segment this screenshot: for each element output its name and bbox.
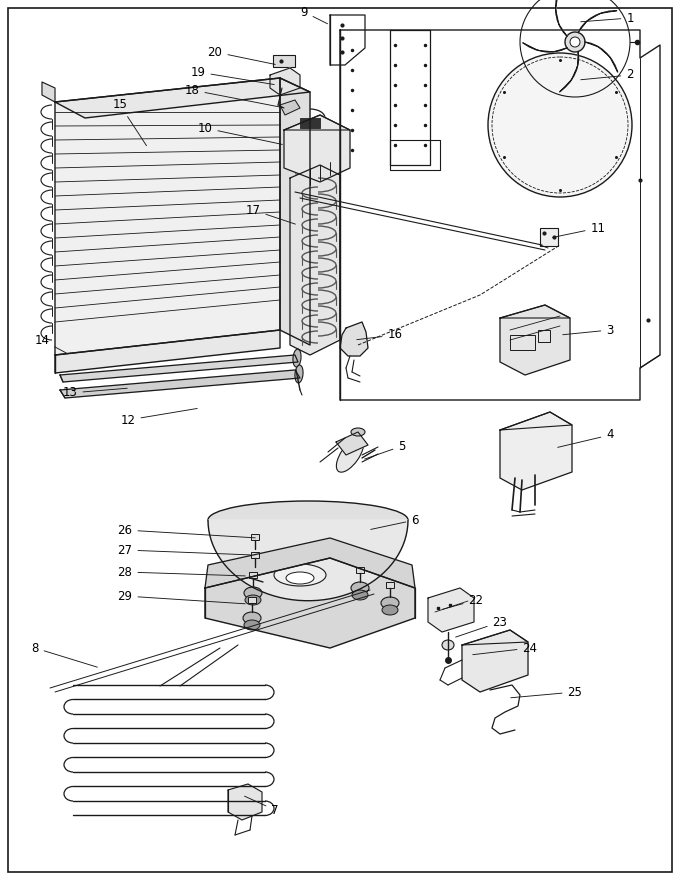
Bar — [540, 228, 558, 246]
Polygon shape — [523, 43, 567, 52]
Polygon shape — [270, 68, 300, 95]
Ellipse shape — [382, 605, 398, 615]
Bar — [248, 597, 256, 603]
Polygon shape — [60, 355, 298, 382]
Polygon shape — [340, 322, 368, 356]
Text: 4: 4 — [558, 429, 614, 447]
Text: 13: 13 — [63, 386, 127, 400]
Text: 25: 25 — [511, 686, 583, 699]
Text: 28: 28 — [118, 566, 245, 578]
Ellipse shape — [351, 582, 369, 594]
Text: 5: 5 — [364, 439, 406, 459]
Polygon shape — [336, 432, 368, 455]
Text: 15: 15 — [113, 99, 146, 146]
Polygon shape — [205, 538, 415, 588]
Text: 17: 17 — [245, 203, 295, 224]
Bar — [273, 55, 295, 67]
Ellipse shape — [351, 428, 365, 436]
Text: 24: 24 — [473, 642, 537, 655]
Text: 7: 7 — [245, 796, 279, 817]
Text: 12: 12 — [120, 408, 197, 427]
Text: 9: 9 — [301, 5, 328, 24]
Polygon shape — [500, 412, 572, 490]
Ellipse shape — [245, 595, 261, 605]
Ellipse shape — [244, 587, 262, 599]
Bar — [356, 567, 364, 573]
Bar — [386, 582, 394, 588]
Text: 19: 19 — [190, 65, 274, 84]
Text: 14: 14 — [35, 334, 67, 354]
Polygon shape — [42, 82, 55, 102]
Polygon shape — [500, 305, 570, 375]
Text: 22: 22 — [443, 593, 483, 609]
Polygon shape — [284, 115, 350, 182]
Polygon shape — [578, 11, 617, 33]
Text: 23: 23 — [456, 615, 507, 637]
Polygon shape — [228, 784, 262, 820]
Text: 2: 2 — [581, 69, 634, 82]
Polygon shape — [208, 520, 408, 601]
Bar — [251, 552, 259, 558]
Polygon shape — [290, 165, 340, 355]
Ellipse shape — [381, 597, 399, 609]
Bar — [249, 572, 257, 578]
Polygon shape — [556, 0, 567, 36]
Bar — [510, 335, 535, 350]
Ellipse shape — [337, 438, 364, 473]
Polygon shape — [55, 330, 280, 373]
Polygon shape — [60, 370, 300, 398]
Ellipse shape — [293, 349, 301, 367]
Circle shape — [570, 37, 580, 47]
Polygon shape — [280, 100, 300, 115]
Ellipse shape — [274, 564, 326, 586]
Ellipse shape — [208, 501, 408, 539]
Text: 27: 27 — [118, 544, 250, 556]
Bar — [251, 534, 259, 540]
Circle shape — [565, 32, 585, 52]
Ellipse shape — [286, 572, 314, 584]
Text: 3: 3 — [563, 324, 613, 336]
Text: 29: 29 — [118, 590, 245, 604]
Text: 1: 1 — [581, 11, 634, 25]
Bar — [538, 330, 550, 342]
Ellipse shape — [243, 612, 261, 624]
Text: 6: 6 — [371, 514, 419, 530]
Polygon shape — [55, 78, 280, 355]
Circle shape — [488, 53, 632, 197]
Polygon shape — [462, 630, 528, 692]
Polygon shape — [428, 588, 474, 632]
Ellipse shape — [295, 365, 303, 383]
Text: 8: 8 — [31, 642, 97, 667]
Text: 26: 26 — [118, 524, 255, 538]
Polygon shape — [560, 52, 579, 92]
Polygon shape — [55, 78, 310, 118]
Text: 20: 20 — [207, 46, 275, 64]
Ellipse shape — [352, 590, 368, 600]
Text: 11: 11 — [553, 222, 605, 238]
Polygon shape — [205, 558, 415, 648]
Polygon shape — [280, 78, 310, 345]
Ellipse shape — [442, 640, 454, 650]
Text: 18: 18 — [184, 84, 282, 107]
Bar — [300, 118, 320, 128]
Ellipse shape — [244, 620, 260, 630]
Text: 10: 10 — [198, 121, 282, 144]
Polygon shape — [585, 42, 617, 72]
Text: 16: 16 — [357, 328, 403, 341]
